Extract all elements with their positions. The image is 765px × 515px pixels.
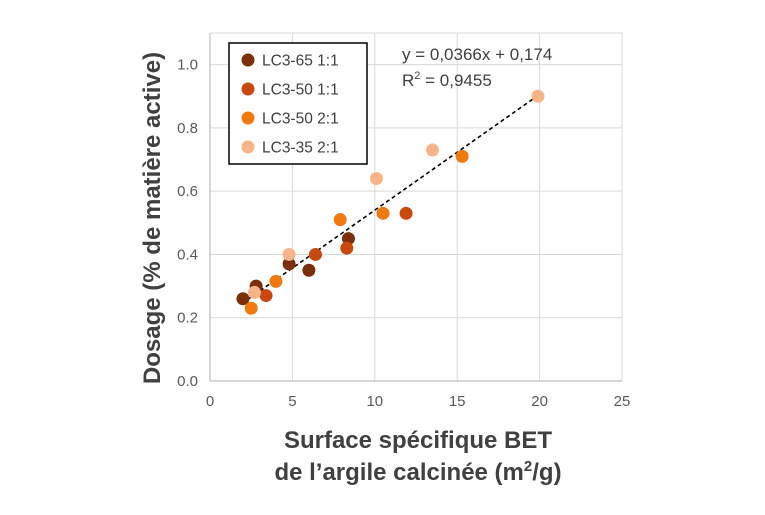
trendline-equation: y = 0,0366x + 0,174 xyxy=(402,45,552,64)
series-lc3-35-2-1 xyxy=(247,89,545,299)
data-point xyxy=(282,247,296,261)
data-point xyxy=(269,274,283,288)
legend-label: LC3-50 1:1 xyxy=(262,82,339,99)
legend-label: LC3-50 2:1 xyxy=(262,111,339,128)
tick-labels: 0 5 10 15 20 25 0.0 0.2 0.4 0.6 0.8 1.0 xyxy=(177,57,630,410)
data-point xyxy=(399,206,413,220)
r-squared-label: R2 = 0,9455 xyxy=(402,70,492,90)
data-point xyxy=(282,257,296,271)
data-point xyxy=(333,213,347,227)
r2-prefix: R xyxy=(402,71,414,90)
legend-marker xyxy=(241,111,255,125)
data-point xyxy=(531,89,545,103)
y-tick-label: 0.0 xyxy=(177,373,198,390)
legend-marker xyxy=(241,82,255,96)
r2-value: = 0,9455 xyxy=(420,71,491,90)
x-axis-title-line2: de l’argile calcinée (m2/g) xyxy=(274,458,561,486)
y-tick-label: 0.2 xyxy=(177,310,198,327)
series-lc3-50-2-1 xyxy=(244,149,469,315)
data-point xyxy=(340,241,354,255)
x-axis-title-superscript: 2 xyxy=(524,458,532,475)
x-tick-label: 10 xyxy=(366,393,383,410)
x-axis-title-base: de l’argile calcinée (m xyxy=(274,459,523,486)
y-tick-label: 0.4 xyxy=(177,246,198,263)
y-tick-label: 0.6 xyxy=(177,183,198,200)
legend-items: LC3-65 1:1 LC3-50 1:1 LC3-50 2:1 LC3-35 2:1 xyxy=(241,53,339,157)
x-tick-label: 5 xyxy=(288,393,296,410)
x-axis-title-end: /g) xyxy=(532,459,561,486)
data-points xyxy=(236,89,545,315)
data-point xyxy=(236,292,250,306)
x-tick-label: 25 xyxy=(614,393,631,410)
data-point xyxy=(425,143,439,157)
r2-superscript: 2 xyxy=(414,70,420,82)
y-tick-label: 0.8 xyxy=(177,120,198,137)
axes xyxy=(209,33,622,382)
y-axis-title: Dosage (% de matière active) xyxy=(139,52,166,384)
data-point xyxy=(455,149,469,163)
series-lc3-50-1-1 xyxy=(259,206,413,303)
y-tick-label: 1.0 xyxy=(177,57,198,74)
data-point xyxy=(247,285,261,299)
data-point xyxy=(259,289,273,303)
data-point xyxy=(376,206,390,220)
x-tick-label: 20 xyxy=(531,393,548,410)
x-axis-title-line1: Surface spécifique BET xyxy=(284,427,552,454)
legend: LC3-65 1:1 LC3-50 1:1 LC3-50 2:1 LC3-35 2:1 xyxy=(228,42,368,165)
x-tick-label: 15 xyxy=(449,393,466,410)
data-point xyxy=(308,247,322,261)
data-point xyxy=(244,301,258,315)
legend-label: LC3-65 1:1 xyxy=(262,53,339,70)
legend-marker xyxy=(241,140,255,154)
data-point xyxy=(302,263,316,277)
data-point xyxy=(369,172,383,186)
legend-label: LC3-35 2:1 xyxy=(262,140,339,157)
legend-marker xyxy=(241,53,255,67)
x-tick-label: 0 xyxy=(206,393,214,410)
